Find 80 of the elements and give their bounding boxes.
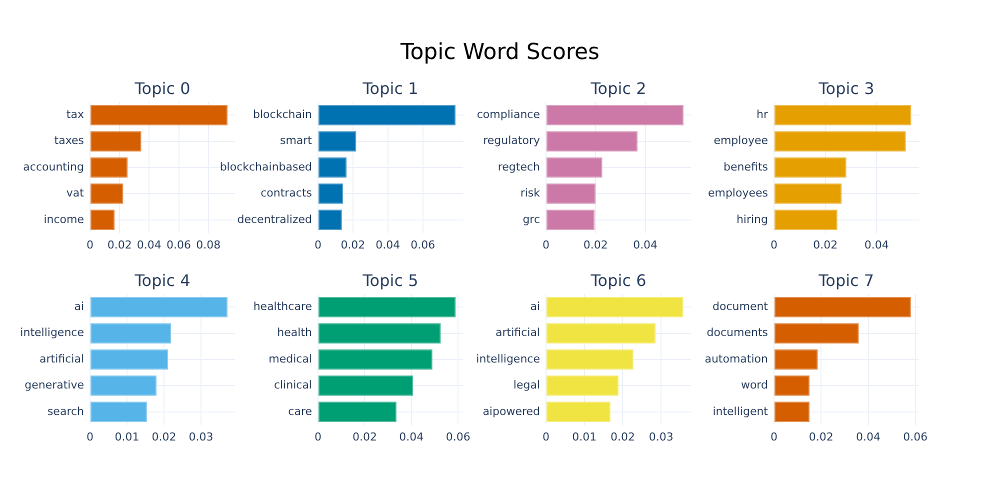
y-tick-label: search bbox=[47, 404, 84, 418]
y-tick-label: grc bbox=[522, 212, 540, 226]
x-tick-label: 0.02 bbox=[610, 430, 635, 444]
y-tick-label: blockchain bbox=[253, 108, 312, 121]
chart-title: Topic 6 bbox=[590, 271, 646, 290]
x-tick-label: 0.02 bbox=[352, 430, 377, 444]
y-tick-label: contracts bbox=[260, 186, 312, 200]
chart-title: Topic 1 bbox=[362, 79, 418, 98]
chart-title: Topic 0 bbox=[134, 79, 190, 98]
x-tick-label: 0.04 bbox=[376, 238, 400, 252]
x-tick-label: 0.01 bbox=[114, 430, 140, 444]
y-tick-label: taxes bbox=[54, 134, 84, 148]
y-tick-label: hr bbox=[756, 108, 768, 121]
y-tick-label: benefits bbox=[724, 160, 768, 174]
y-tick-label: intelligence bbox=[20, 326, 84, 340]
y-tick-label: aipowered bbox=[482, 404, 540, 418]
y-tick-label: artificial bbox=[496, 326, 540, 340]
chart-title: Topic 2 bbox=[590, 79, 646, 98]
x-tick-label: 0.01 bbox=[572, 430, 597, 444]
y-tick-label: generative bbox=[24, 378, 84, 392]
x-tick-label: 0.04 bbox=[856, 430, 881, 444]
x-tick-label: 0.06 bbox=[446, 430, 470, 444]
x-tick-label: 0.02 bbox=[813, 238, 838, 252]
x-tick-label: 0 bbox=[770, 238, 778, 252]
x-tick-label: 0 bbox=[770, 430, 778, 444]
y-tick-label: smart bbox=[280, 134, 313, 148]
y-tick-label: document bbox=[712, 300, 769, 313]
x-tick-label: 0.04 bbox=[633, 238, 658, 252]
y-tick-label: vat bbox=[66, 186, 85, 200]
x-tick-label: 0.06 bbox=[410, 238, 436, 252]
x-tick-label: 0 bbox=[314, 238, 322, 252]
y-tick-label: hiring bbox=[736, 212, 768, 226]
y-tick-label: medical bbox=[268, 352, 312, 366]
x-tick-label: 0 bbox=[86, 238, 94, 252]
y-tick-label: care bbox=[288, 404, 312, 418]
y-tick-label: income bbox=[44, 212, 84, 226]
y-tick-label: regtech bbox=[498, 160, 540, 174]
x-tick-label: 0.03 bbox=[188, 430, 214, 444]
x-tick-label: 0.04 bbox=[136, 238, 162, 252]
y-tick-label: clinical bbox=[274, 378, 312, 392]
y-tick-label: ai bbox=[74, 300, 84, 313]
y-tick-label: ai bbox=[530, 300, 540, 313]
y-tick-label: tax bbox=[66, 108, 84, 121]
x-tick-label: 0.02 bbox=[808, 430, 834, 444]
x-tick-label: 0.02 bbox=[107, 238, 132, 252]
y-tick-label: employees bbox=[708, 186, 768, 200]
x-tick-label: 0.02 bbox=[152, 430, 176, 444]
x-tick-label: 0 bbox=[314, 430, 322, 444]
y-tick-label: intelligent bbox=[712, 404, 769, 418]
chart-title: Topic 4 bbox=[134, 271, 190, 290]
chart-title: Topic 5 bbox=[362, 271, 418, 290]
x-tick-label: 0 bbox=[542, 430, 550, 444]
x-tick-label: 0.03 bbox=[648, 430, 674, 444]
y-tick-label: blockchainbased bbox=[220, 160, 312, 174]
y-tick-label: accounting bbox=[23, 160, 84, 174]
x-tick-label: 0.02 bbox=[583, 238, 608, 252]
y-tick-label: health bbox=[277, 326, 312, 340]
y-tick-label: word bbox=[740, 378, 768, 392]
y-tick-label: automation bbox=[704, 352, 768, 366]
y-tick-label: employee bbox=[714, 134, 768, 148]
y-tick-label: artificial bbox=[40, 352, 84, 366]
x-tick-label: 0.04 bbox=[399, 430, 424, 444]
chart-title: Topic 3 bbox=[818, 79, 874, 98]
chart-title: Topic 7 bbox=[818, 271, 874, 290]
x-tick-label: 0.02 bbox=[340, 238, 366, 252]
y-tick-label: regulatory bbox=[483, 134, 540, 148]
y-tick-label: healthcare bbox=[253, 300, 312, 313]
y-tick-label: decentralized bbox=[237, 212, 312, 226]
x-tick-label: 0 bbox=[86, 430, 94, 444]
y-tick-label: legal bbox=[513, 378, 540, 392]
x-tick-label: 0.08 bbox=[196, 238, 221, 252]
x-tick-label: 0 bbox=[542, 238, 550, 252]
x-tick-label: 0.04 bbox=[864, 238, 889, 252]
y-tick-label: compliance bbox=[476, 108, 540, 121]
y-tick-label: documents bbox=[706, 326, 768, 340]
y-tick-label: risk bbox=[520, 186, 541, 200]
text: Topic Word Scores bbox=[400, 40, 600, 65]
y-tick-label: intelligence bbox=[476, 352, 540, 366]
x-tick-label: 0.06 bbox=[903, 430, 928, 444]
x-tick-label: 0.06 bbox=[166, 238, 192, 252]
